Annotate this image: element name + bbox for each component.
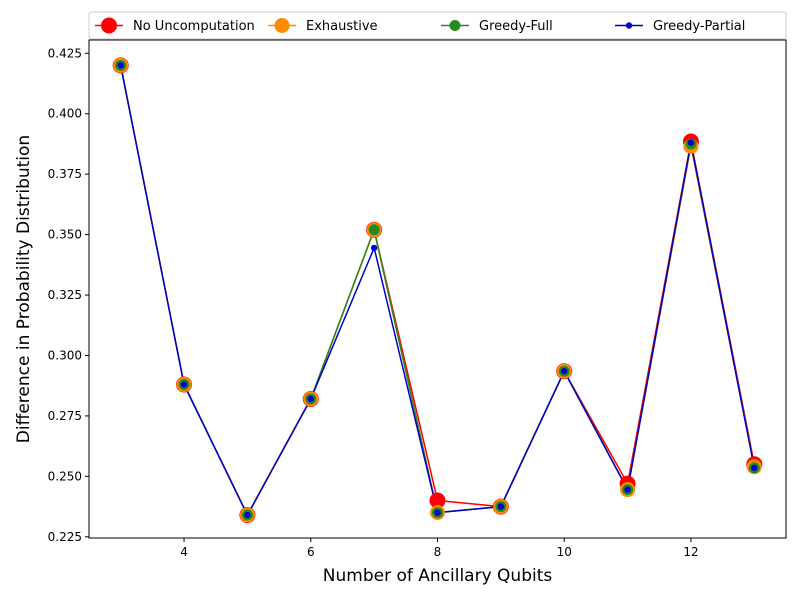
legend: No Uncomputation Exhaustive Greedy-Full Gre… bbox=[88, 11, 787, 40]
y-tick-label: 0.350 bbox=[48, 228, 82, 242]
legend-marker bbox=[449, 20, 461, 31]
y-tick-label: 0.250 bbox=[48, 469, 82, 483]
data-point bbox=[244, 511, 251, 519]
x-axis: 4 6 8 10 12 bbox=[180, 538, 699, 559]
plot-background bbox=[89, 40, 786, 538]
y-tick-label: 0.300 bbox=[48, 348, 82, 362]
legend-marker bbox=[274, 18, 290, 33]
y-tick-label: 0.275 bbox=[48, 409, 82, 423]
data-point bbox=[368, 224, 380, 236]
y-tick-label: 0.425 bbox=[48, 46, 82, 60]
data-point bbox=[370, 244, 378, 252]
legend-label: Exhaustive bbox=[306, 19, 378, 34]
x-tick-label: 8 bbox=[434, 545, 442, 559]
legend-label: Greedy-Full bbox=[479, 19, 553, 34]
legend-marker bbox=[101, 17, 117, 34]
x-tick-label: 6 bbox=[307, 545, 315, 559]
data-point bbox=[307, 395, 314, 403]
y-axis: 0.225 0.250 0.275 0.300 0.325 0.350 0.375 0.400… bbox=[48, 46, 89, 544]
legend-marker bbox=[625, 22, 633, 29]
legend-label: Greedy-Partial bbox=[653, 19, 745, 34]
data-point bbox=[561, 367, 568, 375]
x-tick-label: 4 bbox=[180, 545, 188, 559]
series-layer bbox=[112, 57, 763, 524]
y-tick-label: 0.375 bbox=[48, 167, 82, 181]
x-axis-title: Number of Ancillary Qubits bbox=[323, 566, 553, 586]
y-tick-label: 0.400 bbox=[48, 107, 82, 121]
legend-label: No Uncomputation bbox=[133, 19, 255, 34]
series-markers-3 bbox=[117, 62, 758, 519]
y-axis-title: Difference in Probability Distribution bbox=[14, 135, 34, 443]
data-point bbox=[624, 486, 631, 493]
legend-frame bbox=[88, 11, 787, 40]
x-tick-label: 12 bbox=[683, 545, 698, 559]
data-point bbox=[687, 139, 695, 146]
y-tick-label: 0.325 bbox=[48, 288, 82, 302]
y-tick-label: 0.225 bbox=[48, 530, 82, 544]
data-point bbox=[751, 464, 758, 472]
x-tick-label: 10 bbox=[557, 545, 572, 559]
data-point bbox=[434, 509, 441, 516]
data-point bbox=[497, 503, 505, 510]
data-point bbox=[117, 62, 124, 69]
data-point bbox=[180, 381, 188, 388]
data-point bbox=[429, 492, 446, 509]
